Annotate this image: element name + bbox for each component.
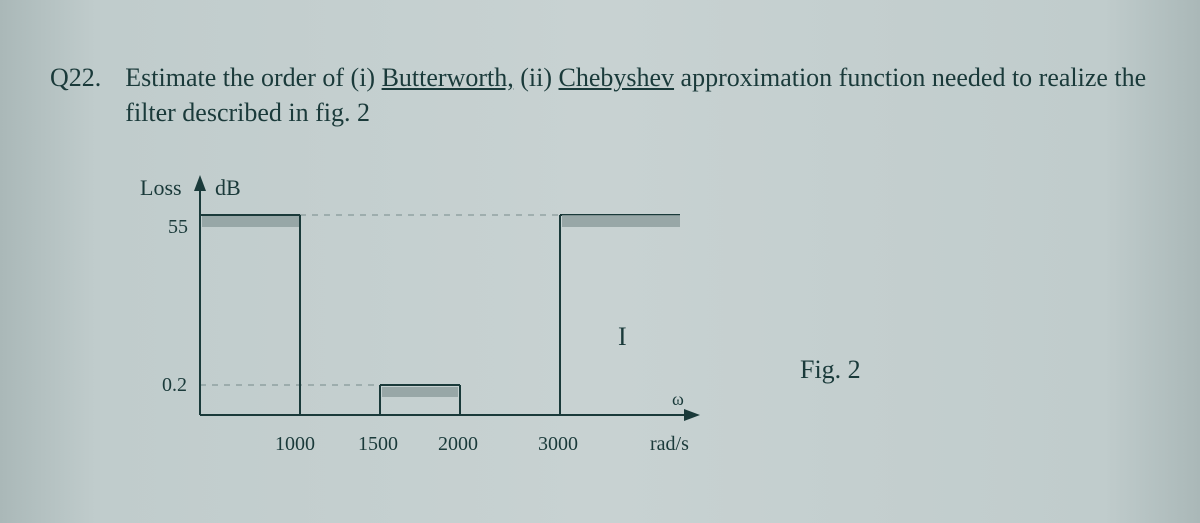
xtick-2000: 2000 [438,433,478,455]
xtick-1500: 1500 [358,433,398,455]
marker-i: I [618,322,627,351]
stopband-shade-right [562,215,680,227]
ytick-02: 0.2 [162,374,187,396]
filter-spec-plot: Loss dB 55 0.2 1000 1500 [120,165,770,475]
ytick-55: 55 [168,216,188,238]
figure-2: Loss dB 55 0.2 1000 1500 [120,165,770,475]
question-text: Estimate the order of (i) Butterworth, (… [125,60,1150,130]
question-text-mid: (ii) [514,63,559,92]
x-axis-unit: rad/s [650,433,689,455]
omega-symbol: ω [672,389,684,409]
y-axis-arrow-icon [194,175,206,191]
link-chebyshev[interactable]: Chebyshev [559,63,675,92]
xtick-1000: 1000 [275,433,315,455]
link-butterworth[interactable]: Butterworth, [382,63,514,92]
passband-shade [382,387,458,397]
stopband-shade-left [202,215,300,227]
xtick-3000: 3000 [538,433,578,455]
y-axis-unit: dB [215,175,241,200]
question-number: Q22. [50,60,101,95]
question-block: Q22. Estimate the order of (i) Butterwor… [50,60,1150,130]
y-axis-label: Loss [140,175,182,200]
question-text-prefix: Estimate the order of (i) [125,63,381,92]
x-axis-arrow-icon [684,409,700,421]
figure-caption: Fig. 2 [800,355,861,385]
